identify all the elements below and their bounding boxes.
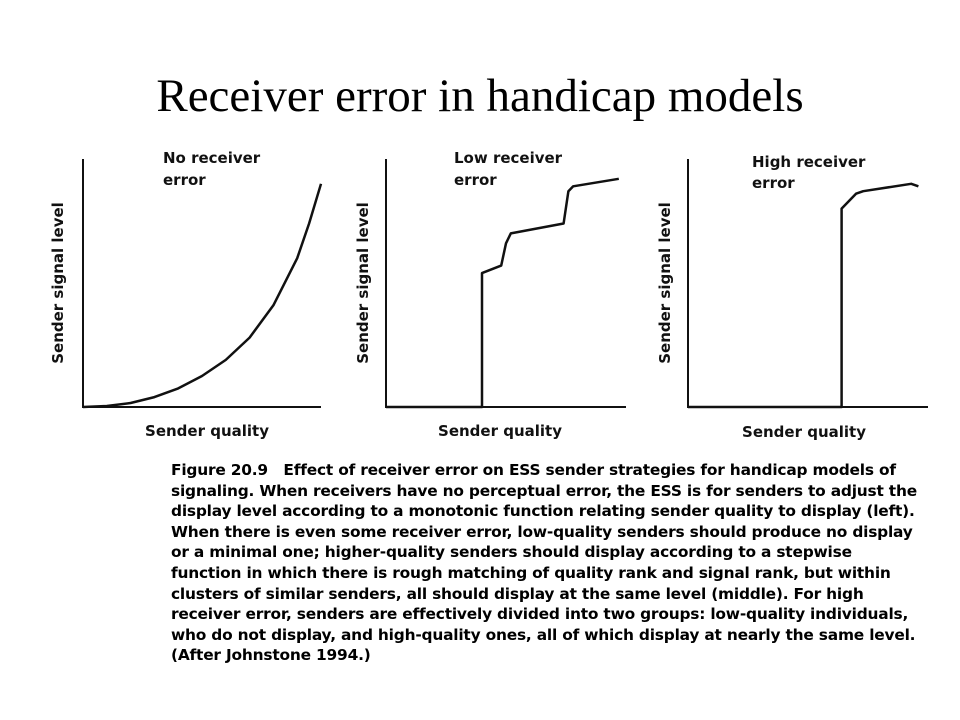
slide-title: Receiver error in handicap models [156,70,804,122]
series-line-0 [386,177,620,409]
y-axis-label: Sender signal level [354,202,372,364]
axis-lines [687,159,928,408]
panel-label-line-2: error [454,171,497,189]
panel-label-line-1: No receiver [163,149,261,167]
y-axis-label: Sender signal level [49,202,67,364]
chart-low-receiver-error: Low receiver error Sender signal level S… [354,149,626,440]
figure-caption: Figure 20.9 Effect of receiver error on … [171,460,921,666]
panel-label-line-1: Low receiver [454,149,563,167]
chart-no-receiver-error: No receiver error Sender signal level Se… [49,149,323,440]
x-axis-label: Sender quality [145,422,269,440]
figure-body: When receivers have no perceptual error,… [171,481,917,665]
panel-label-line-2: error [163,171,206,189]
y-axis-label: Sender signal level [656,202,674,364]
chart-high-receiver-error: High receiver error Sender signal level … [656,153,928,441]
x-axis-label: Sender quality [742,423,866,441]
x-axis-label: Sender quality [438,422,562,440]
panel-label-line-2: error [752,174,795,192]
axis-lines [385,159,626,408]
series-line-0 [82,183,323,409]
figure-label: Figure 20.9 [171,461,268,479]
panel-label-line-1: High receiver [752,153,866,171]
series-line-0 [688,182,919,409]
figure-heading: Effect of receiver error on ESS sender s… [171,461,896,500]
